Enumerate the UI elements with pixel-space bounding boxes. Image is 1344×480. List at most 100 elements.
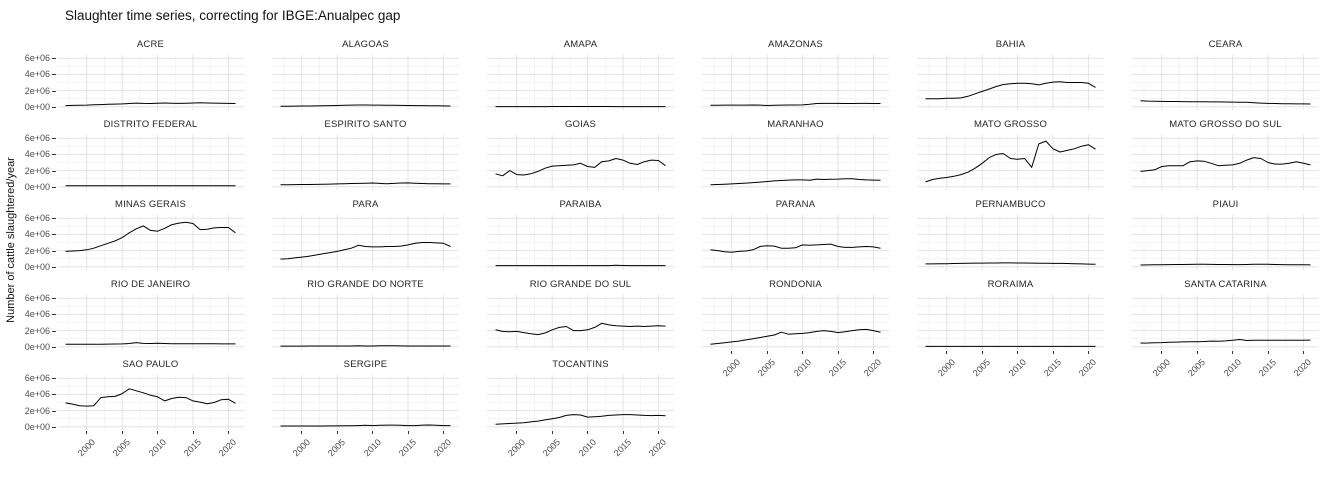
y-axis-tick <box>52 154 56 156</box>
series-line <box>925 140 1096 183</box>
facet: PIAUI <box>1132 190 1344 270</box>
facet-panel <box>1132 295 1319 350</box>
series-line <box>65 388 236 407</box>
facet-panel <box>487 55 674 110</box>
facet-strip: TOCANTINS <box>487 350 674 373</box>
empty-facet-slot <box>1132 350 1344 430</box>
facet-strip: RIO GRANDE DO NORTE <box>272 270 459 293</box>
facet-strip: PERNAMBUCO <box>917 190 1104 213</box>
y-axis-tick-label: 2e+06 <box>24 405 50 416</box>
y-axis-tick <box>52 218 56 220</box>
facet-panel <box>487 295 674 350</box>
y-axis-tick-label: 0e+00 <box>24 261 50 272</box>
facet-panel <box>57 295 244 350</box>
facet-strip: RORAIMA <box>917 270 1104 293</box>
facet-strip-label: ESPIRITO SANTO <box>324 119 407 130</box>
facet: SANTA CATARINA 2000 2005 2010 2015 2020 <box>1132 270 1344 378</box>
x-axis-tick-label: 2010 <box>146 437 168 459</box>
y-axis-tick-label: 6e+06 <box>24 133 50 144</box>
facet-strip-label: DISTRITO FEDERAL <box>103 119 198 130</box>
facet-panel <box>917 135 1104 190</box>
facet-panel <box>272 55 459 110</box>
facet-strip-label: RIO GRANDE DO NORTE <box>307 279 424 290</box>
y-axis-tick-label: 4e+06 <box>24 309 50 320</box>
y-axis-tick <box>52 298 56 300</box>
facet-panel <box>57 215 244 270</box>
y-axis-tick-label: 4e+06 <box>24 149 50 160</box>
series-line <box>1140 157 1311 172</box>
facet-strip: PIAUI <box>1132 190 1319 213</box>
facet-panel <box>702 295 889 350</box>
facet: SERGIPE 2000 2005 2010 2015 2020 <box>272 350 487 458</box>
x-axis-tick-label: 2000 <box>75 437 97 459</box>
y-axis-tick-label: 6e+06 <box>24 213 50 224</box>
facet-strip: PARAIBA <box>487 190 674 213</box>
facet-strip: BAHIA <box>917 30 1104 53</box>
facet-strip-label: AMAZONAS <box>768 39 823 50</box>
facet: ESPIRITO SANTO <box>272 110 487 190</box>
facet-strip: RONDONIA <box>702 270 889 293</box>
x-axis-tick-label: 2005 <box>325 437 348 459</box>
plot-title: Slaughter time series, correcting for IB… <box>65 8 401 23</box>
y-axis-tick-label: 2e+06 <box>24 85 50 96</box>
facet-strip: RIO DE JANEIRO <box>57 270 244 293</box>
y-axis-tick-label: 0e+00 <box>24 341 50 352</box>
y-axis-tick <box>52 426 56 428</box>
facet: PERNAMBUCO <box>917 190 1132 270</box>
x-axis: 2000 2005 2010 2015 2020 <box>487 430 674 472</box>
empty-facet-slot <box>702 350 917 430</box>
facet-strip: MATO GROSSO <box>917 110 1104 133</box>
facet: RONDONIA 2000 2005 2010 2015 2020 <box>702 270 917 378</box>
x-axis-tick <box>121 431 123 434</box>
facet-strip: CEARA <box>1132 30 1319 53</box>
facet-panel <box>1132 215 1319 270</box>
facet-strip: ESPIRITO SANTO <box>272 110 459 133</box>
y-axis-tick <box>52 250 56 252</box>
facet-strip-label: ACRE <box>136 39 165 50</box>
facet-strip-label: CEARA <box>1208 39 1243 50</box>
y-axis-tick-label: 6e+06 <box>24 293 50 304</box>
y-axis-tick <box>52 266 56 268</box>
x-axis-tick <box>192 431 194 434</box>
series-line <box>925 262 1096 265</box>
x-axis-tick-label: 2015 <box>396 437 419 459</box>
y-axis-tick-labels: 6e+06 4e+06 2e+06 0e+00 <box>25 110 57 191</box>
series-line <box>280 242 451 260</box>
y-axis-tick <box>52 138 56 140</box>
facet-strip-label: PARANA <box>775 199 816 210</box>
facet-strip-label: PARAIBA <box>559 199 602 210</box>
y-axis-tick-label: 0e+00 <box>24 181 50 192</box>
x-axis-tick-label: 2015 <box>611 437 634 459</box>
series-line <box>495 322 666 336</box>
x-axis-tick-label: 2010 <box>576 437 598 459</box>
facet-strip-label: ALAGOAS <box>342 39 389 50</box>
facet: CEARA <box>1132 30 1344 110</box>
facet-panel <box>917 295 1104 350</box>
x-axis-tick <box>622 431 624 434</box>
y-axis-tick <box>52 90 56 92</box>
facet-strip: GOIAS <box>487 110 674 133</box>
facet-panel <box>702 55 889 110</box>
series-line <box>710 102 881 106</box>
series-line <box>65 342 236 345</box>
facet: RIO DE JANEIRO <box>57 270 272 350</box>
facet-strip: AMAZONAS <box>702 30 889 53</box>
facet-strip: AMAPA <box>487 30 674 53</box>
y-axis-tick-label: 0e+00 <box>24 421 50 432</box>
x-axis-tick <box>227 431 229 434</box>
x-axis: 2000 2005 2010 2015 2020 <box>272 430 459 472</box>
facet-panel <box>1132 55 1319 110</box>
facet-strip: PARA <box>272 190 459 213</box>
facet-panel <box>917 55 1104 110</box>
facet-strip: ALAGOAS <box>272 30 459 53</box>
facet-strip: MATO GROSSO DO SUL <box>1132 110 1319 133</box>
facet-strip-label: MARANHAO <box>767 119 824 130</box>
y-axis-tick-labels: 6e+06 4e+06 2e+06 0e+00 <box>25 30 57 111</box>
x-axis-tick <box>442 431 444 434</box>
facet-strip: SAO PAULO <box>57 350 244 373</box>
facet-strip: SANTA CATARINA <box>1132 270 1319 293</box>
x-axis-tick <box>157 431 159 434</box>
facet-panel <box>272 295 459 350</box>
y-axis-tick <box>52 186 56 188</box>
